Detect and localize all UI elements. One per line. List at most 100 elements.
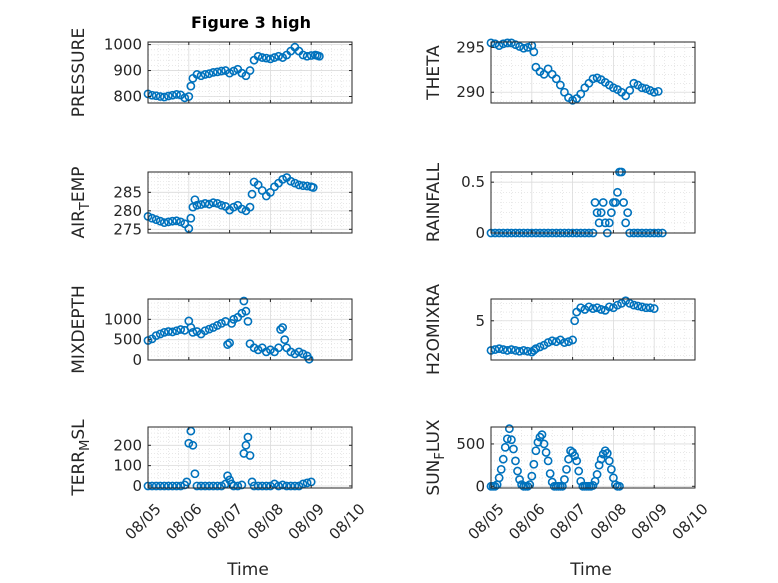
data-point <box>543 456 553 466</box>
data-point <box>623 208 633 218</box>
x-tick-label: 08/07 <box>203 500 246 543</box>
data-point <box>613 300 622 310</box>
data-point <box>560 338 569 347</box>
data-point <box>555 80 565 90</box>
data-point <box>584 302 594 312</box>
data-point <box>306 51 316 60</box>
data-point <box>649 304 659 313</box>
x-tick-label: 08/07 <box>546 500 589 543</box>
subplot-theta: 290 295 THETA <box>424 38 696 105</box>
data-point <box>308 183 318 192</box>
subplot-h2omixra: 5 H2OMIXRA <box>424 284 696 375</box>
y-tick-label: 5 <box>475 312 485 330</box>
data-point <box>619 198 628 207</box>
y-tick-label: 0 <box>132 477 142 495</box>
data-point <box>594 218 604 228</box>
data-point <box>212 67 222 77</box>
data-point <box>261 53 271 63</box>
data-point <box>649 87 659 97</box>
axes-box <box>147 171 353 234</box>
data-point <box>223 340 232 349</box>
data-point <box>604 456 614 466</box>
x-tick-label: 08/10 <box>325 500 368 543</box>
data-point <box>200 199 210 208</box>
data-point <box>529 47 539 57</box>
data-point <box>212 481 222 491</box>
data-point <box>212 199 222 208</box>
data-point <box>560 87 569 97</box>
x-tick-label: 08/06 <box>162 500 205 543</box>
data-point <box>172 326 181 336</box>
y-axis-label: PRESSURE <box>69 28 89 117</box>
data-point <box>629 78 639 88</box>
data-point <box>633 301 643 311</box>
y-tick-label: 290 <box>456 83 485 101</box>
data-point <box>186 81 196 91</box>
data-point <box>168 481 177 491</box>
data-point <box>494 473 504 483</box>
data-point <box>233 481 243 491</box>
data-point <box>159 92 169 102</box>
data-point <box>596 208 606 218</box>
data-point <box>506 435 516 445</box>
data-point <box>541 448 551 457</box>
data-point <box>245 451 255 460</box>
data-point <box>527 471 537 481</box>
data-point <box>590 198 600 207</box>
data-point <box>543 338 553 347</box>
data-point <box>253 51 263 61</box>
data-point <box>621 91 631 101</box>
data-point <box>290 481 300 491</box>
figure-title: Figure 3 high <box>191 13 311 32</box>
data-point <box>314 51 324 61</box>
data-point <box>535 342 545 352</box>
axes-box <box>147 41 353 104</box>
y-tick-label: 0.5 <box>461 173 485 191</box>
data-point <box>551 337 561 347</box>
data-point <box>237 204 247 214</box>
data-point <box>253 180 263 190</box>
data-point <box>576 303 586 313</box>
data-point <box>629 300 639 310</box>
data-point <box>560 475 569 484</box>
data-point <box>278 323 288 332</box>
x-tick-label: 08/09 <box>628 500 671 543</box>
data-point <box>274 51 283 61</box>
data-point <box>176 217 186 227</box>
y-axis-label: MIXDEPTH <box>69 285 89 374</box>
data-point <box>151 481 161 491</box>
data-point <box>265 187 275 197</box>
x-tick-label: 08/08 <box>244 500 287 543</box>
data-point <box>280 335 290 345</box>
data-point <box>155 481 165 491</box>
data-point <box>247 189 257 199</box>
data-point <box>204 69 214 79</box>
y-axis-label: SUNFLUX <box>424 419 448 496</box>
data-point <box>494 344 504 354</box>
data-point <box>241 306 251 316</box>
data-point <box>159 481 169 491</box>
data-point <box>298 181 308 191</box>
y-tick-label: 295 <box>456 38 485 56</box>
data-point <box>502 38 512 48</box>
data-point <box>568 335 577 345</box>
data-point <box>239 296 249 306</box>
data-point <box>290 178 300 188</box>
data-point <box>208 67 218 77</box>
axes-box <box>490 171 696 234</box>
y-tick-label: 285 <box>113 183 142 201</box>
x-axis-label: Time <box>569 560 612 580</box>
subplot-mixdepth: 0 500 1000 MIXDEPTH <box>69 285 353 374</box>
data-point <box>304 354 314 364</box>
data-point <box>592 208 602 218</box>
data-point <box>151 331 161 340</box>
data-point <box>562 464 571 474</box>
data-point <box>286 481 296 491</box>
y-axis-label: TERRMSL <box>69 419 93 497</box>
y-tick-label: 900 <box>113 62 142 80</box>
data-point <box>604 302 614 312</box>
data-point <box>274 343 283 353</box>
